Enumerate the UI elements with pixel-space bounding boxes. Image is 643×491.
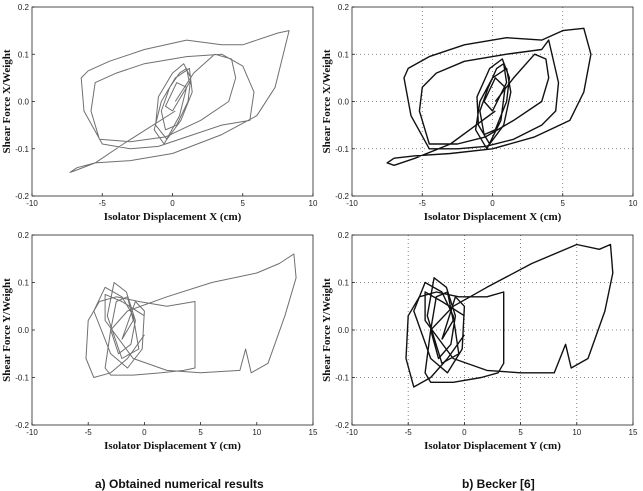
x-tick-label: -10 — [346, 199, 358, 208]
hysteresis-loop-2 — [413, 277, 466, 374]
x-tick-label: 15 — [309, 428, 318, 437]
x-tick-label: -5 — [85, 428, 93, 437]
y-tick-label: -0.2 — [15, 421, 29, 430]
y-axis-label: Shear Force Y/Weight — [1, 278, 13, 382]
y-tick-label: 0.0 — [338, 326, 350, 335]
y-tick-label: -0.1 — [335, 374, 349, 383]
chart-panel-1: -10 -5 0 5 10 -0.2 -0.1 0.0 0.1 0.2 Isolator Displ… — [1, 3, 318, 223]
hysteresis-loop-1 — [85, 253, 297, 378]
y-tick-label: 0.1 — [18, 279, 30, 288]
x-tick-label: -5 — [405, 428, 413, 437]
caption-numerical-results: a) Obtained numerical results — [95, 477, 264, 491]
x-tick-label: -10 — [26, 428, 38, 437]
x-axis-label: Isolator Displacement Y (cm) — [424, 440, 561, 452]
x-axis-label: Isolator Displacement X (cm) — [424, 211, 562, 223]
hysteresis-loop-1 — [69, 30, 290, 173]
x-tick-label: -10 — [346, 428, 358, 437]
hysteresis-loop-2 — [153, 63, 193, 145]
y-tick-label: 0.1 — [338, 50, 350, 59]
y-tick-label: -0.2 — [15, 192, 29, 201]
y-tick-label: 0.1 — [18, 50, 30, 59]
caption-becker: b) Becker [6] — [462, 477, 535, 491]
x-tick-label: -5 — [419, 199, 427, 208]
x-tick-label: 10 — [309, 199, 318, 208]
y-tick-label: -0.1 — [335, 145, 349, 154]
y-tick-label: 0.0 — [338, 98, 350, 107]
x-tick-label: 0 — [170, 199, 175, 208]
plot-frame — [31, 234, 314, 426]
y-tick-label: -0.1 — [15, 145, 29, 154]
x-tick-label: -10 — [26, 199, 38, 208]
y-tick-label: 0.1 — [338, 279, 350, 288]
chart-panel-4: -10 -5 0 5 10 15 -0.2 -0.1 0.0 0.1 0.2 Isolator Dis… — [321, 231, 638, 452]
x-tick-label: 5 — [241, 199, 246, 208]
y-tick-label: -0.2 — [335, 192, 349, 201]
hysteresis-loop-1 — [405, 243, 614, 388]
x-axis-label: Isolator Displacement X (cm) — [104, 211, 242, 223]
x-tick-label: 5 — [518, 428, 523, 437]
x-tick-label: 5 — [198, 428, 203, 437]
hysteresis-loop-1 — [386, 27, 592, 167]
y-tick-label: 0.2 — [338, 231, 350, 240]
x-tick-label: 15 — [629, 428, 638, 437]
x-tick-label: -5 — [99, 199, 107, 208]
y-tick-label: 0.2 — [338, 3, 350, 12]
x-tick-label: 0 — [142, 428, 147, 437]
x-tick-label: 0 — [462, 428, 467, 437]
x-tick-label: 10 — [629, 199, 638, 208]
chart-panel-2: -10 -5 0 5 10 -0.2 -0.1 0.0 0.1 0.2 Isolator Displ… — [321, 3, 638, 223]
x-tick-label: 10 — [252, 428, 261, 437]
y-tick-label: 0.2 — [18, 3, 30, 12]
x-tick-label: 10 — [572, 428, 581, 437]
y-tick-label: 0.0 — [18, 326, 30, 335]
y-tick-label: 0.0 — [18, 98, 30, 107]
hysteresis-loop-2 — [93, 282, 145, 369]
hysteresis-loop-2 — [474, 58, 512, 150]
chart-panel-3: -10 -5 0 5 10 15 -0.2 -0.1 0.0 0.1 0.2 Isolator Dis… — [1, 231, 318, 452]
y-tick-label: -0.2 — [335, 421, 349, 430]
y-tick-label: 0.2 — [18, 231, 30, 240]
y-axis-label: Shear Force X/Weight — [1, 49, 13, 153]
x-tick-label: 0 — [490, 199, 495, 208]
y-axis-label: Shear Force Y/Weight — [321, 278, 333, 382]
x-tick-label: 5 — [561, 199, 566, 208]
x-axis-label: Isolator Displacement Y (cm) — [104, 440, 241, 452]
y-tick-label: -0.1 — [15, 374, 29, 383]
y-axis-label: Shear Force X/Weight — [321, 49, 333, 153]
